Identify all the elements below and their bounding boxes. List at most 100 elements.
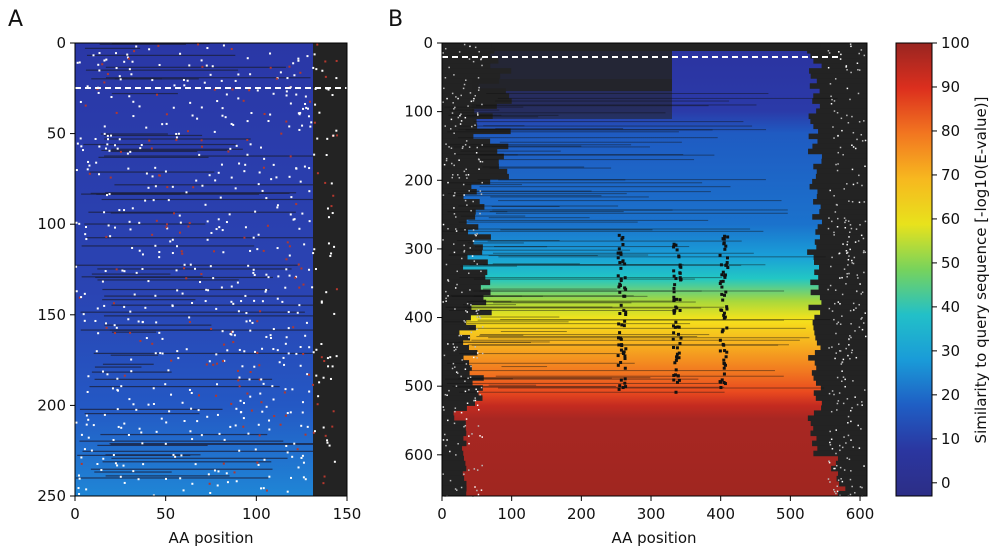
panel-a-speckle bbox=[219, 196, 222, 199]
panel-b-left-gap bbox=[442, 143, 509, 150]
panel-b-speckle bbox=[856, 138, 858, 141]
panel-b-gap-dot bbox=[616, 274, 620, 278]
panel-b-left-gap bbox=[442, 188, 477, 195]
panel-a-speckle bbox=[333, 460, 336, 463]
panel-b-speckle bbox=[834, 357, 836, 360]
panel-b-speckle bbox=[859, 224, 861, 226]
panel-a-speckle bbox=[121, 269, 124, 272]
panel-b-speckle bbox=[862, 251, 865, 254]
panel-b-speckle bbox=[846, 87, 849, 90]
panel-b-left-gap bbox=[442, 219, 467, 225]
panel-a-speckle bbox=[336, 134, 339, 137]
panel-b-gap-streak bbox=[492, 263, 580, 265]
panel-b-gap-streak bbox=[487, 240, 742, 242]
panel-b-gap-dot bbox=[679, 278, 683, 282]
panel-b-speckle bbox=[850, 227, 853, 230]
panel-a-speckle bbox=[246, 138, 249, 141]
panel-b-speckle bbox=[466, 204, 468, 206]
panel-b-speckle bbox=[833, 100, 836, 102]
panel-b-speckle bbox=[839, 146, 842, 149]
panel-a-speckle bbox=[330, 252, 333, 255]
panel-b-speckle bbox=[835, 163, 837, 166]
panel-a-speckle bbox=[112, 438, 115, 441]
panel-b-gap-streak bbox=[459, 391, 725, 393]
panel-b-gap-dot bbox=[725, 305, 729, 309]
panel-a-speckle bbox=[248, 378, 251, 381]
panel-a-speckle bbox=[137, 320, 140, 323]
panel-a-speckle bbox=[230, 176, 233, 179]
panel-b-speckle bbox=[842, 153, 844, 156]
panel-b-ytick-label: 500 bbox=[404, 377, 433, 395]
panel-a-speckle bbox=[214, 179, 217, 182]
panel-b-speckle bbox=[848, 255, 850, 257]
panel-b-speckle bbox=[470, 365, 472, 368]
panel-a-speckle bbox=[135, 271, 138, 274]
panel-a-speckle bbox=[243, 350, 246, 353]
panel-b-speckle bbox=[864, 312, 867, 314]
panel-a-gap-streak bbox=[104, 295, 313, 297]
panel-b-gap-dot bbox=[618, 290, 622, 294]
panel-b-gap-dot bbox=[723, 363, 727, 367]
panel-a-speckle bbox=[286, 241, 289, 244]
panel-a-ytick-label: 200 bbox=[37, 396, 66, 414]
panel-b-speckle bbox=[848, 458, 851, 461]
panel-b-right-gap bbox=[812, 214, 867, 220]
panel-b-speckle bbox=[454, 366, 456, 368]
panel-b-speckle bbox=[839, 466, 842, 469]
panel-a-speckle bbox=[269, 334, 272, 337]
panel-a-speckle bbox=[205, 288, 208, 291]
panel-b-right-gap bbox=[817, 138, 867, 145]
panel-b-gap-streak bbox=[471, 209, 788, 211]
panel-b-speckle bbox=[475, 152, 478, 154]
panel-b-speckle bbox=[833, 467, 835, 470]
panel-a-speckle bbox=[239, 399, 242, 402]
panel-a-speckle bbox=[299, 364, 302, 367]
panel-a-speckle bbox=[335, 129, 338, 132]
panel-a-speckle bbox=[315, 348, 318, 351]
panel-b-speckle bbox=[851, 200, 854, 203]
panel-b-xtick-label: 500 bbox=[776, 505, 805, 523]
panel-b-speckle bbox=[844, 226, 847, 229]
panel-b-left-gap bbox=[442, 380, 473, 386]
panel-b-right-gap bbox=[813, 410, 867, 416]
panel-b-speckle bbox=[863, 120, 865, 122]
panel-a-speckle bbox=[133, 50, 136, 53]
panel-b-gap-dot bbox=[725, 256, 729, 260]
panel-a-speckle bbox=[292, 62, 295, 65]
panel-a-speckle bbox=[312, 431, 315, 434]
panel-b-speckle bbox=[442, 406, 445, 408]
panel-b-right-gap bbox=[813, 58, 867, 64]
panel-a-gap-streak bbox=[111, 43, 210, 45]
panel-b-speckle bbox=[859, 486, 862, 488]
panel-a-speckle bbox=[103, 81, 106, 84]
panel-b-left-gap bbox=[442, 375, 484, 381]
panel-b-speckle bbox=[474, 94, 477, 97]
panel-a-speckle bbox=[258, 364, 261, 367]
panel-b-gap-dot bbox=[672, 290, 676, 294]
panel-b-gap-dot bbox=[723, 349, 727, 353]
panel-a-speckle bbox=[94, 137, 97, 140]
panel-b-speckle bbox=[836, 485, 839, 488]
panel-a-speckle bbox=[249, 143, 252, 146]
panel-a-speckle bbox=[235, 407, 238, 410]
panel-a-speckle bbox=[308, 220, 311, 223]
panel-b-gap-dot bbox=[623, 381, 627, 385]
panel-a-speckle bbox=[322, 482, 325, 485]
panel-b-speckle bbox=[850, 323, 852, 325]
panel-b-gap-streak bbox=[452, 385, 616, 387]
panel-b-speckle bbox=[444, 47, 447, 50]
panel-b-speckle bbox=[849, 357, 851, 360]
panel-b-left-gap bbox=[442, 78, 500, 84]
panel-a-speckle bbox=[327, 216, 330, 219]
panel-b-gap-dot bbox=[723, 275, 727, 279]
panel-a-speckle bbox=[308, 190, 311, 193]
panel-a-speckle bbox=[123, 481, 126, 484]
panel-b-gap-streak bbox=[449, 109, 500, 111]
panel-a-speckle bbox=[103, 59, 106, 62]
panel-a-speckle bbox=[207, 289, 210, 292]
panel-a-speckle bbox=[96, 307, 99, 310]
panel-b-gap-streak bbox=[483, 377, 651, 379]
panel-b-speckle bbox=[463, 170, 466, 173]
panel-a-speckle bbox=[165, 223, 168, 226]
panel-b-speckle bbox=[476, 146, 478, 149]
